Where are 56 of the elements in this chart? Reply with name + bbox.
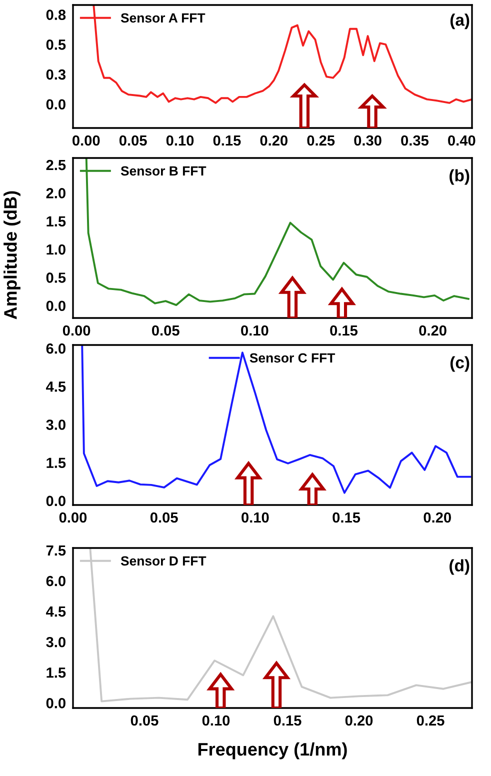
x-tick-label: 0.10 [241, 325, 268, 336]
x-tick-label: 0.00 [59, 512, 87, 523]
y-tick-label: 2.0 [46, 188, 66, 198]
y-tick-label: 1.5 [46, 216, 66, 227]
x-tick-label: 0.40 [448, 135, 476, 146]
x-tick-label: 0.00 [72, 135, 100, 146]
y-tick-label: 0.0 [46, 99, 66, 110]
y-tick-label: 0.0 [46, 698, 66, 708]
y-tick-label: 4.5 [46, 606, 66, 617]
x-tick-label: 0.15 [332, 512, 360, 523]
y-tick-label: 0.5 [46, 40, 66, 50]
annotation: (b) [450, 169, 470, 185]
x-axis-title: Frequency (1/nm) [198, 742, 347, 760]
y-tick-label: 0.5 [46, 272, 66, 283]
annotation: (a) [450, 14, 470, 30]
x-tick-label: 0.05 [119, 135, 147, 146]
annotation: (c) [450, 356, 470, 372]
y-tick-label: 3.0 [46, 420, 66, 430]
y-tick-label: 0.0 [46, 300, 66, 312]
y-tick-label: 1.5 [46, 458, 66, 468]
y-tick-label: 7.5 [46, 545, 66, 556]
legend-label: Sensor D FFT [120, 556, 206, 566]
y-tick-label: 1.5 [46, 668, 66, 678]
x-tick-label: 0.05 [152, 325, 180, 336]
y-tick-label: 2.5 [46, 160, 66, 170]
y-tick-label: 0.8 [46, 10, 66, 20]
x-tick-label: 0.10 [242, 512, 269, 523]
x-tick-label: 0.05 [150, 512, 178, 523]
y-tick-label: 0.0 [46, 496, 66, 506]
legend-label: Sensor B FFT [120, 166, 206, 176]
y-axis-title: Amplitude (dB) [4, 191, 20, 320]
x-tick-label: 0.20 [424, 512, 451, 523]
x-tick-label: 0.15 [274, 715, 302, 726]
line-series [81, 345, 472, 494]
x-tick-label: 0.10 [166, 135, 194, 146]
x-tick-label: 0.35 [401, 135, 429, 146]
x-tick-label: 0.25 [416, 715, 444, 726]
x-tick-label: 0.25 [307, 135, 335, 146]
y-tick-label: 4.5 [46, 382, 66, 392]
y-tick-label: 1.0 [46, 244, 66, 255]
x-tick-label: 0.10 [202, 715, 230, 726]
y-tick-label: 6.0 [46, 343, 66, 354]
x-tick-label: 0.20 [419, 325, 446, 336]
x-tick-label: 0.15 [213, 135, 241, 146]
legend-label: Sensor C FFT [250, 353, 336, 363]
y-tick-label: 0.3 [46, 69, 66, 80]
x-tick-label: 0.30 [354, 135, 382, 146]
x-tick-label: 0.15 [330, 325, 358, 336]
x-tick-label: 0.00 [62, 325, 90, 336]
y-tick-label: 6.0 [46, 576, 66, 586]
y-tick-label: 3.0 [46, 636, 66, 648]
x-tick-label: 0.05 [130, 715, 158, 726]
x-tick-label: 0.20 [260, 135, 288, 146]
x-tick-label: 0.20 [345, 715, 373, 726]
annotation: (d) [450, 559, 470, 575]
legend-label: Sensor A FFT [120, 13, 206, 23]
